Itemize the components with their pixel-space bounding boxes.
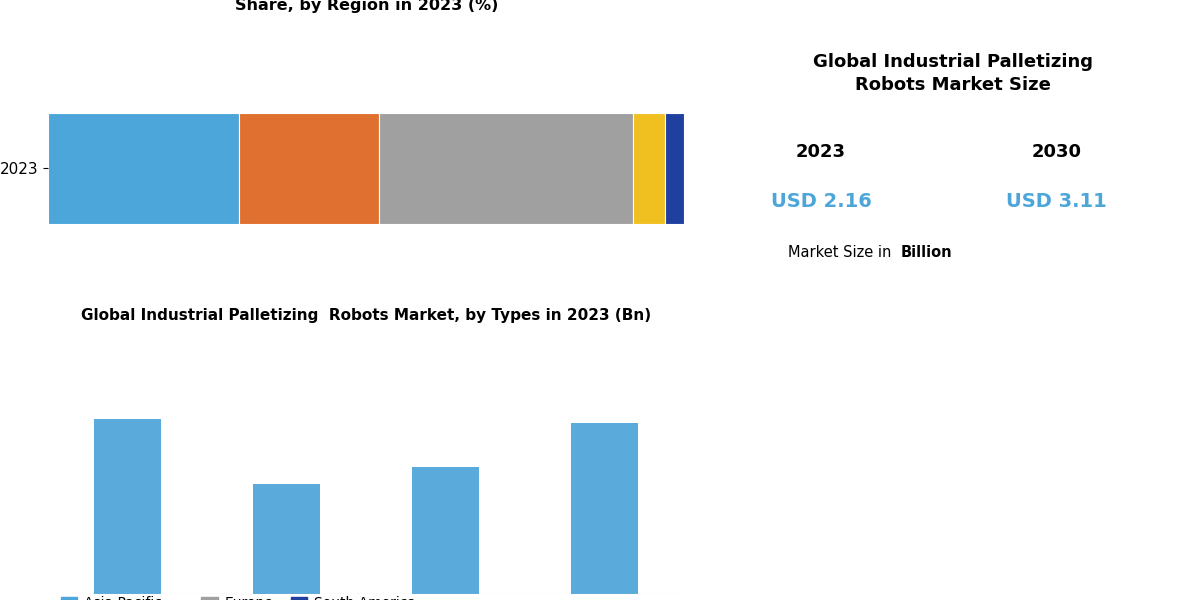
Text: 2030: 2030 <box>935 0 971 4</box>
Text: Global Industrial Palletizing
Robots Market Size: Global Industrial Palletizing Robots Mar… <box>812 53 1093 94</box>
Text: Market Size in: Market Size in <box>788 245 896 260</box>
Text: USD 2.16: USD 2.16 <box>770 193 871 211</box>
Text: 2023: 2023 <box>796 143 846 161</box>
Title: Global Industrial Palletizing  Robots Market, by Types in 2023 (Bn): Global Industrial Palletizing Robots Mar… <box>82 308 652 323</box>
Bar <box>239 113 379 224</box>
Bar <box>379 113 634 224</box>
Bar <box>48 113 239 224</box>
Bar <box>665 113 684 224</box>
Bar <box>253 484 320 594</box>
Bar <box>634 113 665 224</box>
Text: USD 3.11: USD 3.11 <box>1006 193 1106 211</box>
Bar <box>94 419 161 594</box>
Title: Global Industrial Palletizing Robots Market
Share, by Region in 2023 (%): Global Industrial Palletizing Robots Mar… <box>172 0 560 13</box>
Bar <box>571 424 638 594</box>
Legend: Asia Pacific, North America, Europe, MEA, South America: Asia Pacific, North America, Europe, MEA… <box>55 590 421 600</box>
Bar <box>413 467 479 594</box>
Text: Billion: Billion <box>901 245 953 260</box>
Text: 2030: 2030 <box>1031 143 1081 161</box>
